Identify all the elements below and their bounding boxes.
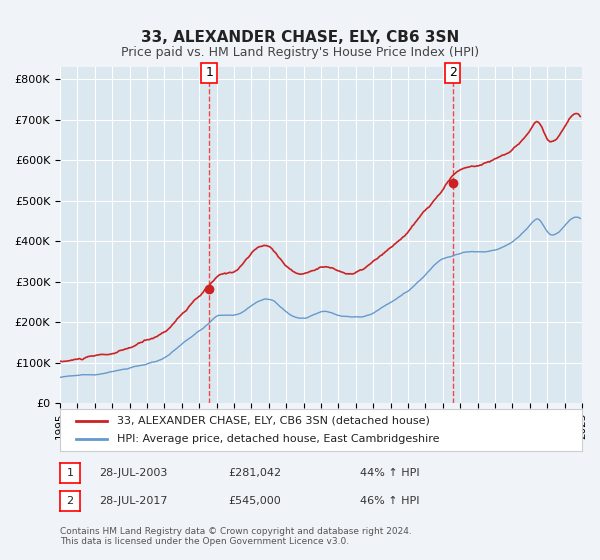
Text: 28-JUL-2017: 28-JUL-2017 <box>99 496 167 506</box>
Text: 2: 2 <box>67 496 73 506</box>
Text: Price paid vs. HM Land Registry's House Price Index (HPI): Price paid vs. HM Land Registry's House … <box>121 46 479 59</box>
Text: £281,042: £281,042 <box>228 468 281 478</box>
Text: 2: 2 <box>449 66 457 80</box>
Text: £545,000: £545,000 <box>228 496 281 506</box>
Text: HPI: Average price, detached house, East Cambridgeshire: HPI: Average price, detached house, East… <box>118 434 440 444</box>
Text: 46% ↑ HPI: 46% ↑ HPI <box>360 496 419 506</box>
Text: 44% ↑ HPI: 44% ↑ HPI <box>360 468 419 478</box>
Text: 1: 1 <box>67 468 73 478</box>
Text: Contains HM Land Registry data © Crown copyright and database right 2024.
This d: Contains HM Land Registry data © Crown c… <box>60 526 412 546</box>
Text: 33, ALEXANDER CHASE, ELY, CB6 3SN: 33, ALEXANDER CHASE, ELY, CB6 3SN <box>141 30 459 45</box>
Text: 28-JUL-2003: 28-JUL-2003 <box>99 468 167 478</box>
Text: 1: 1 <box>205 66 213 80</box>
Text: 33, ALEXANDER CHASE, ELY, CB6 3SN (detached house): 33, ALEXANDER CHASE, ELY, CB6 3SN (detac… <box>118 416 430 426</box>
